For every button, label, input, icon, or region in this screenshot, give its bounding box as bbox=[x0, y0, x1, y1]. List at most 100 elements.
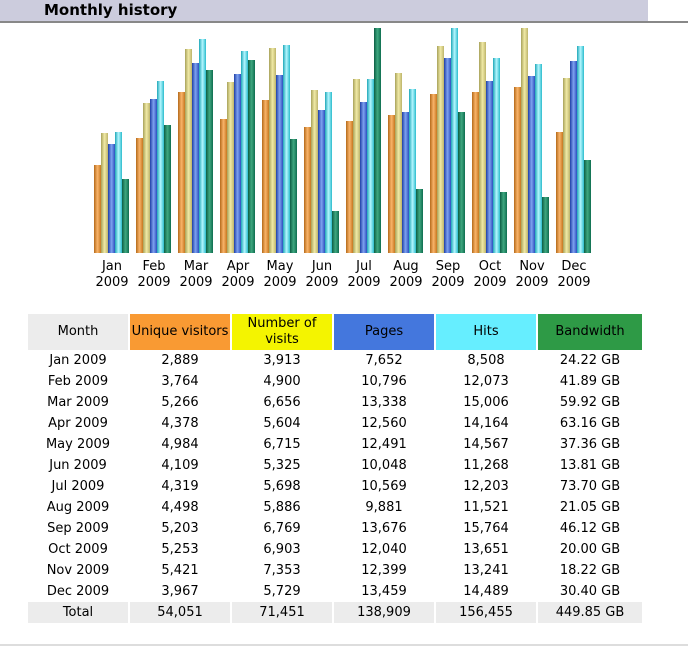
cell-visitors: 5,203 bbox=[161, 521, 199, 536]
column-header-bandwidth: Bandwidth bbox=[538, 314, 642, 350]
cell-visitors: 3,764 bbox=[161, 374, 199, 389]
month-year: 2009 bbox=[431, 275, 465, 290]
bar-bandwidth bbox=[164, 125, 171, 253]
monthly-history-chart: Jan 2009 Feb 2009 Mar 2009 Apr 2009 May 2009 Jun 20… bbox=[0, 0, 688, 300]
month-year: 2009 bbox=[221, 275, 255, 290]
cell-hits: 15,764 bbox=[463, 521, 509, 536]
bar-visits bbox=[269, 48, 276, 253]
bar-visits bbox=[437, 46, 444, 253]
month-label: Oct 2009 bbox=[469, 259, 511, 291]
cell-visitors: 5,266 bbox=[161, 395, 199, 410]
cell-visitors: 5,421 bbox=[161, 563, 199, 578]
cell-month: Oct 2009 bbox=[48, 542, 108, 557]
bar-hits bbox=[577, 46, 584, 253]
bar-visits bbox=[227, 82, 234, 253]
bar-visitors bbox=[430, 94, 437, 253]
cell-visits: 6,656 bbox=[263, 395, 301, 410]
total-month: Total bbox=[28, 602, 128, 623]
column-header-hits: Hits bbox=[436, 314, 536, 350]
bar-visitors bbox=[262, 100, 269, 253]
cell-bandwidth: 21.05 GB bbox=[559, 500, 621, 515]
cell-pages: 12,560 bbox=[361, 416, 407, 431]
table-row: Nov 2009 5,421 7,353 12,399 13,241 18.22 GB bbox=[28, 560, 642, 581]
month-label: Aug 2009 bbox=[385, 259, 427, 291]
month-label: Nov 2009 bbox=[511, 259, 553, 291]
month-year: 2009 bbox=[347, 275, 381, 290]
bar-pages bbox=[486, 81, 493, 253]
cell-visits: 5,698 bbox=[263, 479, 301, 494]
month-label: Mar 2009 bbox=[175, 259, 217, 291]
cell-bandwidth: 20.00 GB bbox=[559, 542, 621, 557]
bar-bandwidth bbox=[584, 160, 591, 253]
cell-visits: 6,769 bbox=[263, 521, 301, 536]
month-name: Jun bbox=[311, 259, 333, 274]
month-label: Jun 2009 bbox=[301, 259, 343, 291]
bar-pages bbox=[192, 63, 199, 253]
table-row: Mar 2009 5,266 6,656 13,338 15,006 59.92 GB bbox=[28, 392, 642, 413]
bar-visitors bbox=[220, 119, 227, 253]
cell-visits: 3,913 bbox=[263, 353, 301, 368]
cell-hits: 12,073 bbox=[463, 374, 509, 389]
month-name: Jan bbox=[101, 259, 123, 274]
bar-hits bbox=[283, 45, 290, 253]
cell-bandwidth: 73.70 GB bbox=[559, 479, 621, 494]
bar-hits bbox=[241, 51, 248, 253]
bar-hits bbox=[367, 79, 374, 253]
month-label: Dec 2009 bbox=[553, 259, 595, 291]
bar-bandwidth bbox=[374, 28, 381, 253]
cell-pages: 13,459 bbox=[361, 584, 407, 599]
cell-month: Mar 2009 bbox=[47, 395, 109, 410]
cell-pages: 13,676 bbox=[361, 521, 407, 536]
month-label: Apr 2009 bbox=[217, 259, 259, 291]
cell-bandwidth: 30.40 GB bbox=[559, 584, 621, 599]
bar-bandwidth bbox=[248, 60, 255, 253]
cell-visits: 5,325 bbox=[263, 458, 301, 473]
month-year: 2009 bbox=[179, 275, 213, 290]
bar-visits bbox=[395, 73, 402, 253]
cell-visits: 6,715 bbox=[263, 437, 301, 452]
bar-bandwidth bbox=[500, 192, 507, 253]
table-header-row: Month Unique visitors Number of visits Page… bbox=[28, 314, 642, 350]
total-hits: 156,455 bbox=[436, 602, 536, 623]
table-row: Aug 2009 4,498 5,886 9,881 11,521 21.05 GB bbox=[28, 497, 642, 518]
cell-month: Nov 2009 bbox=[46, 563, 110, 578]
month-label: Sep 2009 bbox=[427, 259, 469, 291]
month-year: 2009 bbox=[263, 275, 297, 290]
bar-visits bbox=[311, 90, 318, 253]
cell-hits: 12,203 bbox=[463, 479, 509, 494]
cell-month: Feb 2009 bbox=[47, 374, 109, 389]
bar-visitors bbox=[388, 115, 395, 253]
bar-visitors bbox=[178, 92, 185, 253]
bar-bandwidth bbox=[332, 211, 339, 253]
cell-visits: 5,886 bbox=[263, 500, 301, 515]
month-year: 2009 bbox=[137, 275, 171, 290]
month-year: 2009 bbox=[515, 275, 549, 290]
total-pages: 138,909 bbox=[334, 602, 434, 623]
cell-hits: 11,521 bbox=[463, 500, 509, 515]
month-name: Mar bbox=[183, 259, 209, 274]
column-header-visits: Number of visits bbox=[232, 314, 332, 350]
bar-bandwidth bbox=[416, 189, 423, 253]
total-visits: 71,451 bbox=[232, 602, 332, 623]
bar-visits bbox=[353, 79, 360, 253]
bar-visitors bbox=[136, 138, 143, 253]
cell-bandwidth: 41.89 GB bbox=[559, 374, 621, 389]
cell-month: May 2009 bbox=[45, 437, 111, 452]
cell-hits: 13,651 bbox=[463, 542, 509, 557]
table-row: Jul 2009 4,319 5,698 10,569 12,203 73.70 GB bbox=[28, 476, 642, 497]
cell-hits: 13,241 bbox=[463, 563, 509, 578]
cell-hits: 8,508 bbox=[467, 353, 505, 368]
table-row: May 2009 4,984 6,715 12,491 14,567 37.36 GB bbox=[28, 434, 642, 455]
bar-visitors bbox=[304, 127, 311, 253]
bottom-divider bbox=[0, 644, 688, 646]
table-row: Oct 2009 5,253 6,903 12,040 13,651 20.00 GB bbox=[28, 539, 642, 560]
month-name: Aug bbox=[393, 259, 419, 274]
cell-pages: 10,796 bbox=[361, 374, 407, 389]
bar-visits bbox=[563, 78, 570, 253]
column-header-visitors: Unique visitors bbox=[130, 314, 230, 350]
cell-pages: 12,491 bbox=[361, 437, 407, 452]
bar-visits bbox=[521, 28, 528, 253]
bar-bandwidth bbox=[290, 139, 297, 253]
month-year: 2009 bbox=[95, 275, 129, 290]
bar-bandwidth bbox=[542, 197, 549, 253]
